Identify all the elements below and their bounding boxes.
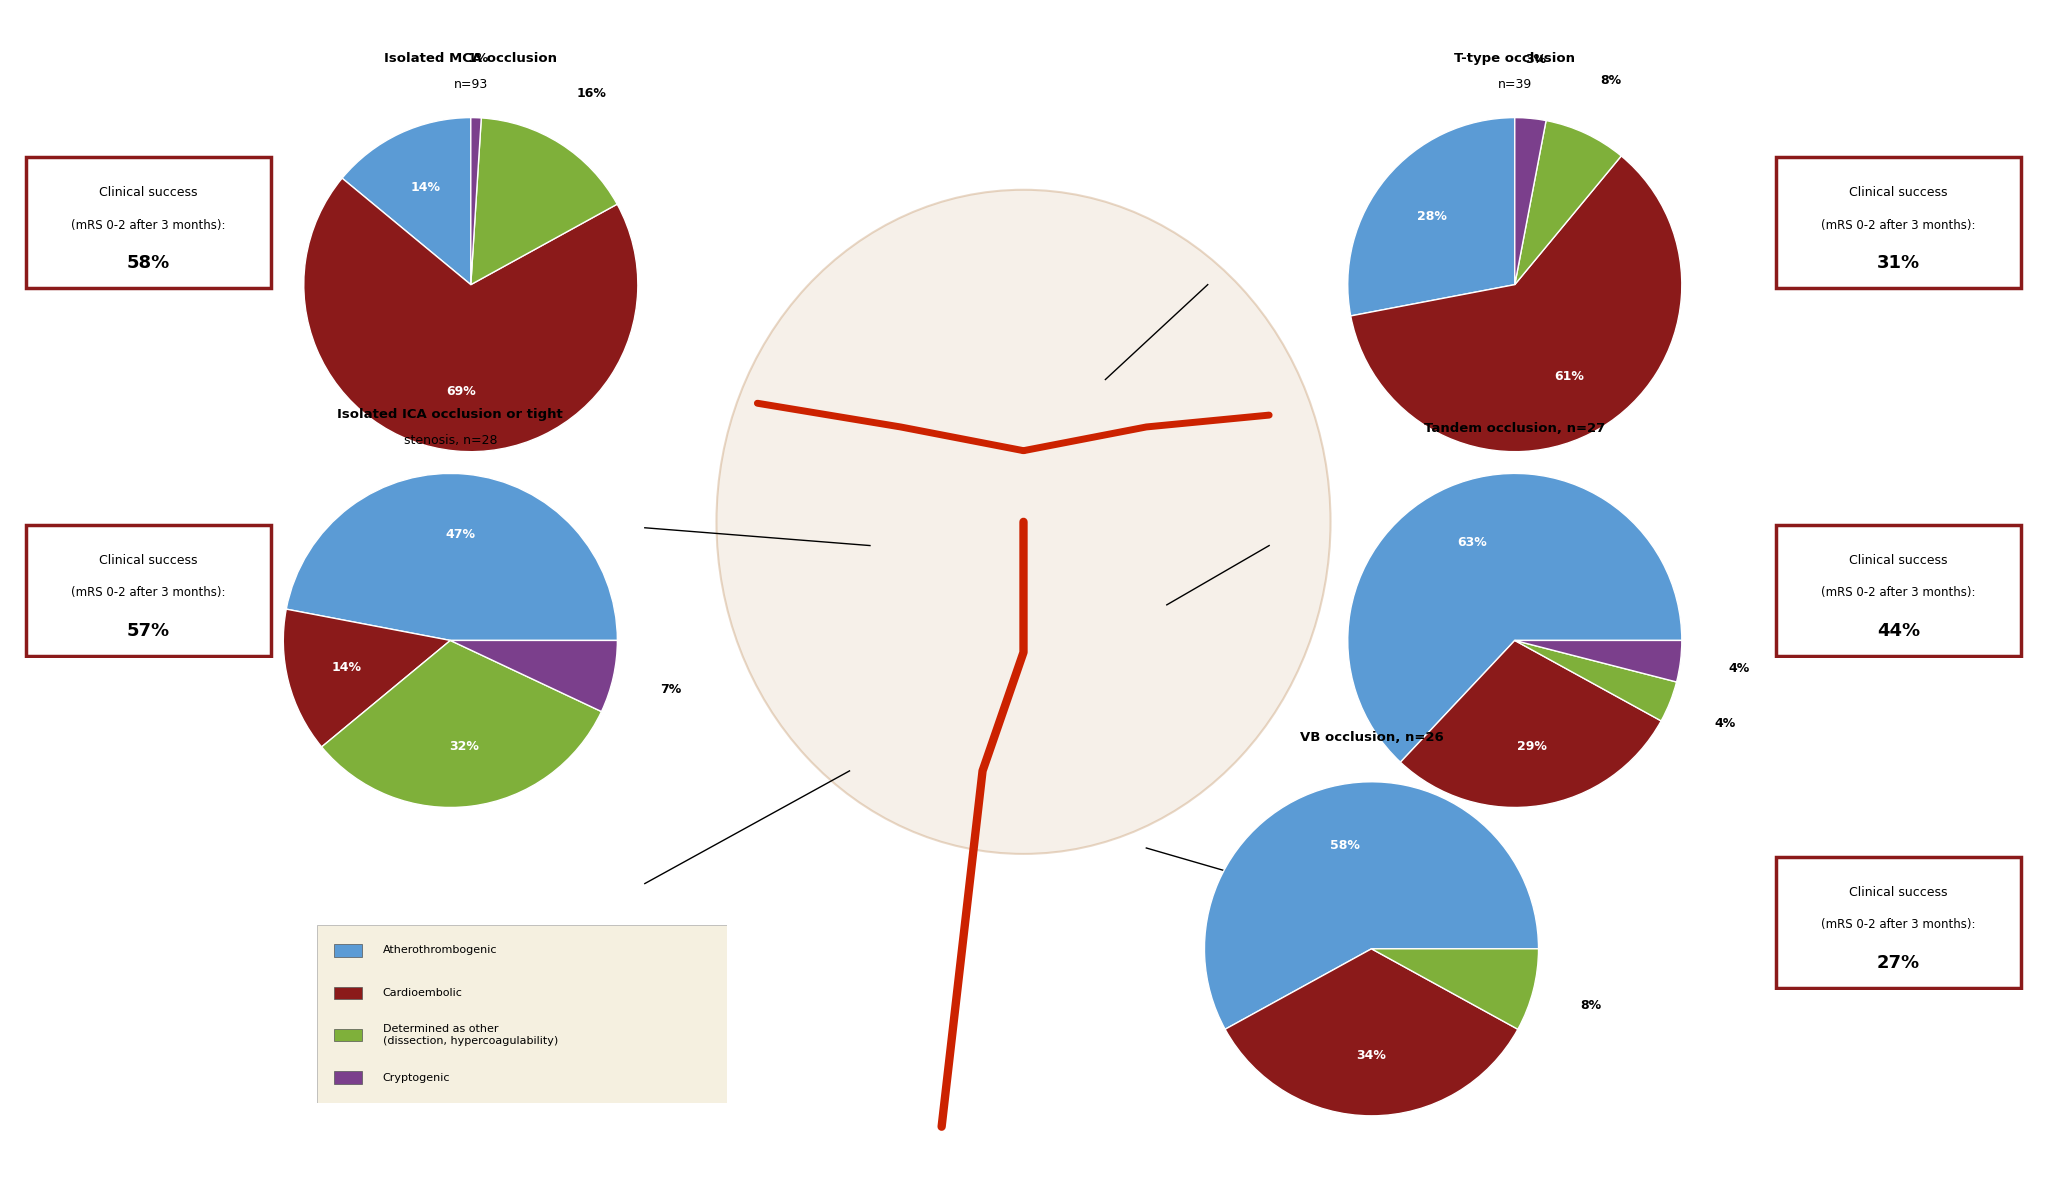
Text: stenosis, n=28: stenosis, n=28 (403, 434, 497, 447)
Text: 32%: 32% (448, 740, 479, 753)
Text: 58%: 58% (1331, 839, 1359, 852)
Text: (mRS 0-2 after 3 months):: (mRS 0-2 after 3 months): (72, 586, 225, 599)
Text: Isolated ICA occlusion or tight: Isolated ICA occlusion or tight (338, 408, 563, 421)
Wedge shape (1515, 117, 1545, 285)
Text: Isolated MCA occlusion: Isolated MCA occlusion (385, 52, 557, 65)
FancyBboxPatch shape (1777, 524, 2020, 656)
Text: T-type occlusion: T-type occlusion (1453, 52, 1576, 65)
Wedge shape (1347, 117, 1515, 315)
Text: 44%: 44% (1877, 621, 1920, 640)
Text: 16%: 16% (577, 88, 606, 101)
Wedge shape (303, 178, 639, 452)
Wedge shape (471, 117, 618, 285)
FancyBboxPatch shape (1777, 856, 2020, 988)
Text: 8%: 8% (1601, 74, 1621, 87)
Text: 47%: 47% (446, 528, 475, 541)
Text: Cryptogenic: Cryptogenic (383, 1072, 450, 1083)
Bar (334, 944, 362, 957)
Wedge shape (1515, 640, 1676, 721)
Text: Determined as other
(dissection, hypercoagulability): Determined as other (dissection, hyperco… (383, 1025, 559, 1046)
Wedge shape (1515, 121, 1621, 285)
Text: 58%: 58% (127, 254, 170, 273)
Wedge shape (1224, 949, 1519, 1116)
Text: (mRS 0-2 after 3 months):: (mRS 0-2 after 3 months): (1822, 218, 1975, 231)
Wedge shape (1204, 782, 1539, 1029)
Text: n=93: n=93 (454, 78, 487, 91)
Text: 63%: 63% (1457, 536, 1488, 549)
Wedge shape (287, 473, 618, 640)
Text: 69%: 69% (446, 384, 475, 397)
Text: Clinical success: Clinical success (98, 186, 199, 199)
Text: 31%: 31% (1877, 254, 1920, 273)
Text: Clinical success: Clinical success (1848, 886, 1949, 899)
Text: 57%: 57% (127, 621, 170, 640)
Wedge shape (282, 610, 450, 747)
Ellipse shape (716, 190, 1331, 854)
Text: 28%: 28% (1417, 210, 1447, 223)
Text: 61%: 61% (1554, 370, 1584, 383)
Text: 4%: 4% (1728, 662, 1750, 675)
Wedge shape (342, 117, 471, 285)
Wedge shape (1347, 473, 1683, 763)
Text: Cardioembolic: Cardioembolic (383, 988, 463, 997)
Text: 34%: 34% (1357, 1050, 1386, 1063)
Text: Atherothrombogenic: Atherothrombogenic (383, 945, 497, 956)
Text: 8%: 8% (1580, 999, 1601, 1012)
Wedge shape (1371, 949, 1539, 1029)
Text: 27%: 27% (1877, 954, 1920, 973)
Text: 7%: 7% (661, 683, 682, 696)
FancyBboxPatch shape (1777, 157, 2020, 288)
Text: (mRS 0-2 after 3 months):: (mRS 0-2 after 3 months): (72, 218, 225, 231)
Text: Clinical success: Clinical success (1848, 186, 1949, 199)
Text: Clinical success: Clinical success (1848, 554, 1949, 567)
Text: (mRS 0-2 after 3 months):: (mRS 0-2 after 3 months): (1822, 586, 1975, 599)
Text: 14%: 14% (332, 661, 362, 674)
Text: 1%: 1% (467, 52, 489, 65)
Text: Tandem occlusion, n=27: Tandem occlusion, n=27 (1425, 422, 1605, 435)
Text: 4%: 4% (1713, 718, 1736, 731)
Bar (334, 1071, 362, 1084)
Bar (334, 1029, 362, 1041)
Text: 29%: 29% (1517, 740, 1545, 753)
FancyBboxPatch shape (25, 157, 270, 288)
Text: 3%: 3% (1525, 53, 1548, 66)
Wedge shape (321, 640, 602, 808)
Text: (mRS 0-2 after 3 months):: (mRS 0-2 after 3 months): (1822, 918, 1975, 931)
Wedge shape (1400, 640, 1662, 808)
Bar (334, 987, 362, 999)
Wedge shape (1515, 640, 1683, 682)
Text: VB occlusion, n=26: VB occlusion, n=26 (1300, 731, 1443, 744)
Wedge shape (471, 117, 481, 285)
Text: Clinical success: Clinical success (98, 554, 199, 567)
Wedge shape (1351, 155, 1683, 452)
Text: n=39: n=39 (1498, 78, 1531, 91)
FancyBboxPatch shape (25, 524, 270, 656)
Text: 14%: 14% (409, 181, 440, 195)
FancyBboxPatch shape (317, 925, 727, 1103)
Wedge shape (450, 640, 618, 712)
